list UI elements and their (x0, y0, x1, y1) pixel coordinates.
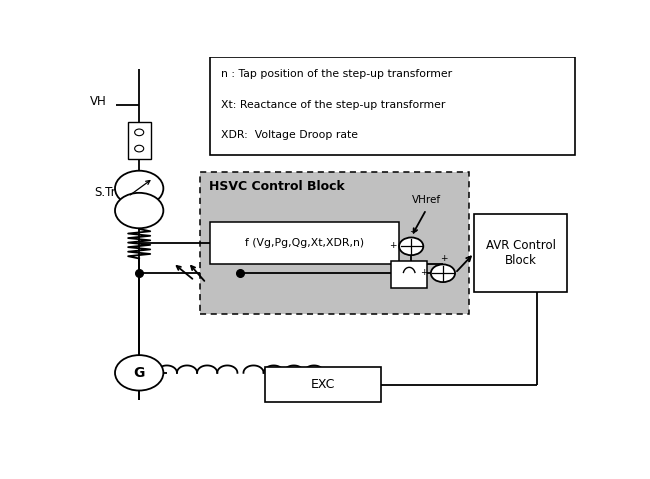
Text: VHref: VHref (411, 195, 441, 205)
Circle shape (399, 238, 423, 255)
Circle shape (115, 355, 163, 390)
Bar (200, 172, 469, 314)
Circle shape (115, 193, 163, 228)
Bar (391, 262, 427, 288)
Text: f (Vg,Pg,Qg,Xt,XDR,n): f (Vg,Pg,Qg,Xt,XDR,n) (244, 238, 364, 248)
Text: HSVC Control Block: HSVC Control Block (209, 180, 344, 193)
Text: +: + (421, 268, 428, 277)
Bar (265, 367, 381, 402)
Text: n : Tap position of the step-up transformer: n : Tap position of the step-up transfor… (221, 69, 452, 80)
Text: EXC: EXC (311, 378, 335, 391)
Bar (210, 222, 398, 264)
Text: Xt: Reactance of the step-up transformer: Xt: Reactance of the step-up transformer (221, 100, 445, 110)
Circle shape (115, 171, 163, 206)
Text: S.Tr: S.Tr (94, 185, 116, 199)
Text: XDR:  Voltage Droop rate: XDR: Voltage Droop rate (221, 130, 358, 140)
Text: +: + (409, 227, 417, 236)
Text: +: + (389, 241, 396, 250)
Bar (127, 122, 151, 159)
Bar (210, 57, 575, 155)
Bar (474, 214, 567, 292)
Text: AVR Control
Block: AVR Control Block (486, 239, 556, 267)
Text: +: + (440, 253, 448, 262)
Circle shape (431, 264, 455, 282)
Text: G: G (133, 366, 145, 380)
Text: VH: VH (90, 95, 107, 108)
